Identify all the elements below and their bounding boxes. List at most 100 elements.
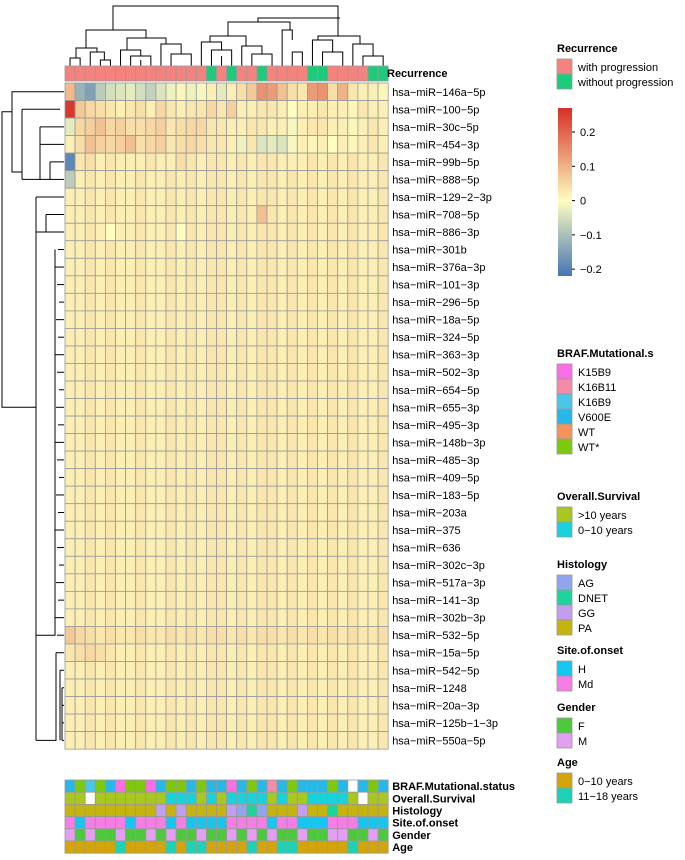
heatmap-cell xyxy=(195,240,207,259)
heatmap-cell xyxy=(367,310,379,329)
heatmap-cell xyxy=(337,573,349,592)
annotation-cell-age xyxy=(357,840,369,854)
annotation-cell-site-of-onset xyxy=(367,816,379,830)
annotation-cell-site-of-onset xyxy=(337,816,349,830)
row-label-hsa-mir-542-5p: hsa−miR−542−5p xyxy=(392,665,479,677)
heatmap-cell xyxy=(357,573,369,592)
heatmap-cell xyxy=(276,643,288,662)
heatmap-cell xyxy=(205,415,217,435)
column-dendrogram-branch xyxy=(209,35,247,46)
legend-label-m: M xyxy=(578,736,587,748)
heatmap-cell xyxy=(347,205,359,224)
heatmap-cell xyxy=(377,345,389,364)
row-labels: hsa−miR−146a−5phsa−miR−100−5phsa−miR−30c… xyxy=(392,87,498,748)
heatmap-cell xyxy=(256,170,268,189)
heatmap-cell xyxy=(145,538,157,557)
annotation-cell-age xyxy=(367,840,379,854)
annotation-cell-age xyxy=(317,840,329,854)
recurrence-annotation-label: Recurrence xyxy=(387,68,448,80)
annotation-cell-histology xyxy=(94,804,106,818)
heatmap-cell xyxy=(216,135,228,154)
heatmap-cell xyxy=(64,257,76,277)
annotation-cell-braf-mutational-status xyxy=(135,779,147,793)
heatmap-cell xyxy=(256,135,268,154)
heatmap-cell xyxy=(74,573,86,592)
legend-swatch-wt xyxy=(556,438,573,455)
heatmap-cell xyxy=(135,398,147,417)
heatmap-cell xyxy=(155,678,167,697)
column-dendrogram-branch xyxy=(311,39,334,66)
heatmap-cell xyxy=(94,117,106,136)
heatmap-cell xyxy=(357,363,369,382)
annotation-cell-age xyxy=(84,840,96,854)
heatmap-cell xyxy=(216,257,228,277)
heatmap-cell xyxy=(256,608,268,627)
heatmap-cell xyxy=(105,590,116,610)
heatmap-cell xyxy=(84,555,96,575)
heatmap-cell xyxy=(306,678,318,697)
heatmap-cell xyxy=(125,538,137,557)
heatmap-cell xyxy=(347,538,359,557)
heatmap-cell xyxy=(155,380,167,399)
heatmap-cell xyxy=(266,363,278,382)
heatmap-cell xyxy=(377,205,389,224)
heatmap-cell xyxy=(125,135,137,154)
heatmap-cell xyxy=(155,713,167,733)
annotation-cell-overall-survival xyxy=(74,791,86,805)
heatmap-cell xyxy=(216,696,228,715)
row-dendrogram-branch xyxy=(40,161,51,180)
heatmap-cell xyxy=(145,222,157,242)
heatmap-cell xyxy=(216,503,228,522)
heatmap-cell xyxy=(256,626,268,645)
heatmap-cell xyxy=(94,257,106,277)
heatmap-cell xyxy=(125,433,137,452)
row-label-hsa-mir-129-2-3p: hsa−miR−129−2−3p xyxy=(392,192,492,204)
heatmap-cell xyxy=(175,82,187,101)
heatmap-cell xyxy=(266,643,278,662)
heatmap-cell xyxy=(205,117,217,136)
annotation-cell-histology xyxy=(347,804,359,818)
heatmap-cell xyxy=(377,398,389,417)
heatmap-cell xyxy=(84,573,96,592)
heatmap-cell xyxy=(165,503,177,522)
heatmap-cell xyxy=(246,731,258,750)
annotation-cell-gender xyxy=(165,828,177,842)
heatmap-cell xyxy=(286,608,298,627)
column-dendrogram-branch xyxy=(75,47,98,58)
heatmap-cell xyxy=(286,678,298,697)
legend-label-dnet: DNET xyxy=(578,593,608,605)
annotation-cell-overall-survival xyxy=(84,791,96,805)
annotation-cell-gender xyxy=(276,828,288,842)
heatmap-cell xyxy=(256,257,268,277)
annotation-cell-braf-mutational-status xyxy=(84,779,96,793)
heatmap-cell xyxy=(216,433,228,452)
heatmap-cell xyxy=(94,503,106,522)
legend-label-0-10-years: 0−10 years xyxy=(578,776,633,788)
heatmap-cell xyxy=(266,257,278,277)
heatmap-cell xyxy=(64,380,76,399)
heatmap-cell xyxy=(286,626,298,645)
heatmap-cell xyxy=(165,713,177,733)
heatmap-cell xyxy=(256,187,268,207)
heatmap-cell xyxy=(337,240,349,259)
heatmap-cell xyxy=(226,450,238,470)
heatmap-cell xyxy=(236,82,248,101)
heatmap-cell xyxy=(337,363,349,382)
annotation-cell-histology xyxy=(367,804,379,818)
heatmap-cell xyxy=(226,731,238,750)
heatmap-cell xyxy=(306,555,318,575)
heatmap-cell xyxy=(125,222,137,242)
heatmap-cell xyxy=(347,363,359,382)
heatmap-cell xyxy=(266,485,278,505)
annotation-label-gender: Gender xyxy=(392,830,431,842)
heatmap-cell xyxy=(105,310,116,329)
heatmap-cell xyxy=(205,135,217,154)
heatmap-cell xyxy=(195,626,207,645)
heatmap-cell xyxy=(175,292,187,312)
heatmap-cell xyxy=(286,573,298,592)
heatmap-cell xyxy=(145,608,157,627)
heatmap-cell xyxy=(165,415,177,435)
heatmap-cell xyxy=(266,468,278,487)
heatmap-cell xyxy=(246,257,258,277)
heatmap-cell xyxy=(266,240,278,259)
